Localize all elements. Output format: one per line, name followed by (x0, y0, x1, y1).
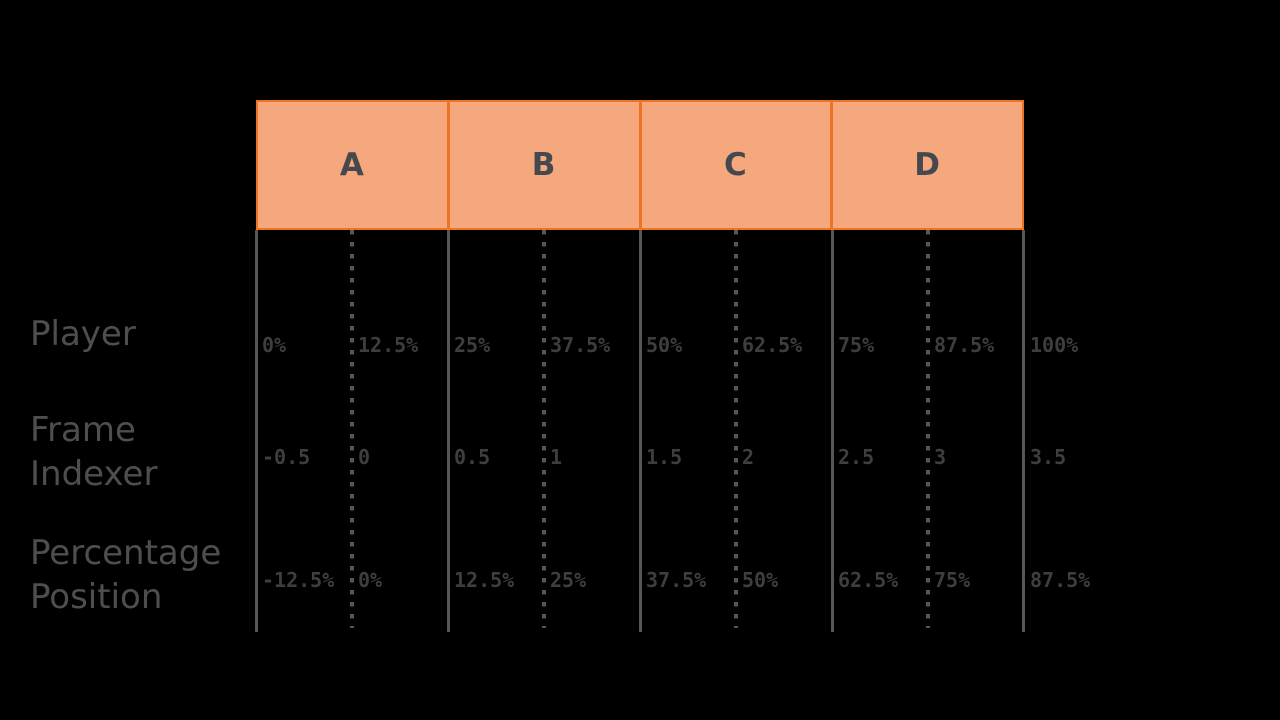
tick-frame-indexer-6: 2.5 (838, 445, 875, 469)
frame-cell-b-label: B (531, 147, 557, 183)
frame-cell-d: D (830, 102, 1022, 228)
grid-line-dotted (926, 230, 930, 628)
tick-player-0: 0% (262, 333, 287, 357)
row-label-frame-indexer-line2: Indexer (30, 454, 158, 494)
tick-percentage-position-1: 0% (358, 568, 383, 592)
tick-frame-indexer-4: 1.5 (646, 445, 683, 469)
tick-player-7: 87.5% (934, 333, 995, 357)
row-label-percentage-position-line1: Percentage (30, 533, 222, 573)
tick-frame-indexer-8: 3.5 (1030, 445, 1067, 469)
grid-line-solid (1022, 230, 1025, 632)
tick-percentage-position-7: 75% (934, 568, 971, 592)
row-label-frame-indexer-line1: Frame (30, 410, 136, 450)
grid-line-solid (639, 230, 642, 632)
tick-player-8: 100% (1030, 333, 1079, 357)
grid-line-dotted (542, 230, 546, 628)
frame-cell-a-label: A (339, 147, 365, 183)
tick-frame-indexer-5: 2 (742, 445, 755, 469)
tick-frame-indexer-0: -0.5 (262, 445, 311, 469)
grid-line-dotted (734, 230, 738, 628)
tick-frame-indexer-7: 3 (934, 445, 947, 469)
tick-player-3: 37.5% (550, 333, 611, 357)
tick-frame-indexer-1: 0 (358, 445, 371, 469)
tick-percentage-position-5: 50% (742, 568, 779, 592)
frame-cell-c-label: C (723, 147, 748, 183)
grid-line-solid (831, 230, 834, 632)
frame-cell-d-label: D (914, 147, 941, 183)
tick-percentage-position-6: 62.5% (838, 568, 899, 592)
row-label-percentage-position-line2: Position (30, 577, 163, 617)
frame-strip: A B C D (256, 100, 1024, 230)
row-label-player-line1: Player (30, 314, 136, 354)
grid-line-dotted (350, 230, 354, 628)
tick-percentage-position-2: 12.5% (454, 568, 515, 592)
tick-percentage-position-8: 87.5% (1030, 568, 1091, 592)
tick-percentage-position-3: 25% (550, 568, 587, 592)
row-label-frame-indexer: Frame Indexer (30, 408, 157, 496)
grid-line-solid (447, 230, 450, 632)
row-label-percentage-position: Percentage Position (30, 531, 221, 619)
grid-line-solid (255, 230, 258, 632)
tick-frame-indexer-3: 1 (550, 445, 563, 469)
tick-player-4: 50% (646, 333, 683, 357)
tick-percentage-position-0: -12.5% (262, 568, 335, 592)
frame-cell-c: C (638, 102, 831, 228)
tick-player-1: 12.5% (358, 333, 419, 357)
tick-player-6: 75% (838, 333, 875, 357)
tick-player-5: 62.5% (742, 333, 803, 357)
tick-percentage-position-4: 37.5% (646, 568, 707, 592)
tick-player-2: 25% (454, 333, 491, 357)
row-label-player: Player (30, 312, 136, 356)
tick-frame-indexer-2: 0.5 (454, 445, 491, 469)
frame-cell-b: B (446, 102, 639, 228)
frame-cell-a: A (258, 102, 447, 228)
